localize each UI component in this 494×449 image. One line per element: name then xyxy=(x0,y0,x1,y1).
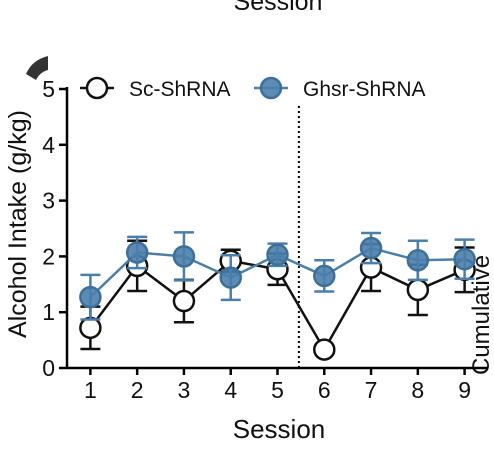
data-point xyxy=(313,338,336,361)
data-point xyxy=(219,266,242,289)
x-tick-label-3: 3 xyxy=(178,377,191,403)
top-cropped-label: Session xyxy=(234,0,323,16)
y-ticks: 0 1 2 3 4 5 xyxy=(42,76,67,381)
legend-item-ghsr-shrna: Ghsr-ShRNA xyxy=(254,76,426,101)
x-tick-label-9: 9 xyxy=(458,377,471,403)
y-axis-label: Alcohol Intake (g/kg) xyxy=(4,110,32,338)
data-point xyxy=(313,264,336,288)
data-point xyxy=(79,285,102,309)
data-point xyxy=(172,289,196,313)
legend-marker xyxy=(85,76,109,100)
axes xyxy=(65,87,488,370)
data-point xyxy=(79,316,102,340)
legend: Sc-ShRNA Ghsr-ShRNA xyxy=(80,76,426,101)
data-point xyxy=(266,243,289,266)
x-tick-label-6: 6 xyxy=(318,377,331,403)
data-point xyxy=(406,278,430,302)
y-tick-label-1: 1 xyxy=(42,299,55,325)
data-point xyxy=(359,236,383,260)
x-tick-label-8: 8 xyxy=(411,377,424,403)
data-point xyxy=(406,249,430,272)
legend-marker xyxy=(259,76,283,100)
y-tick-label-0: 0 xyxy=(42,355,55,381)
series-ghsr-shrna xyxy=(79,231,476,321)
data-point xyxy=(172,245,196,268)
x-tick-label-7: 7 xyxy=(365,377,378,403)
y-tick-label-3: 3 xyxy=(42,188,55,214)
data-point xyxy=(453,247,476,271)
legend-item-sc-shrna: Sc-ShRNA xyxy=(80,76,231,101)
x-tick-label-5: 5 xyxy=(271,377,284,403)
cropped-shape xyxy=(26,56,48,80)
data-point xyxy=(125,241,149,264)
y-tick-label-2: 2 xyxy=(42,243,55,269)
y-tick-label-4: 4 xyxy=(42,132,55,158)
x-tick-label-1: 1 xyxy=(84,377,97,403)
x-tick-label-2: 2 xyxy=(131,377,144,403)
series-layer xyxy=(79,231,476,361)
legend-label: Ghsr-ShRNA xyxy=(303,78,426,101)
x-axis-label: Session xyxy=(233,414,326,444)
y-tick-label-5: 5 xyxy=(42,76,55,102)
legend-label: Sc-ShRNA xyxy=(129,78,231,101)
x-tick-label-4: 4 xyxy=(224,377,237,403)
x-ticks: 1 2 3 4 5 6 7 8 9 xyxy=(84,368,471,403)
